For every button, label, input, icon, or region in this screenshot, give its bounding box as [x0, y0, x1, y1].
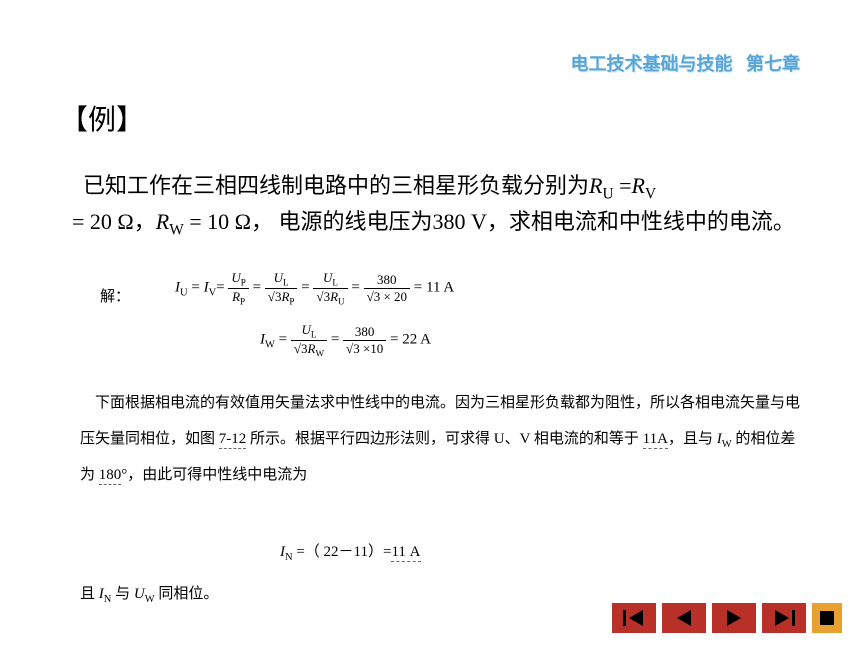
con-uw-sub: W	[145, 594, 155, 605]
f1-frac1: UP RP	[228, 270, 248, 306]
problem-statement: 已知工作在三相四线制电路中的三相星形负载分别为RU =RV = 20 Ω，RW …	[72, 170, 810, 241]
example-label: 【例】	[60, 98, 144, 138]
eq1: =	[614, 173, 632, 198]
nav-controls	[612, 603, 842, 633]
var-ru-sub: U	[602, 185, 613, 202]
nav-first-button[interactable]	[612, 603, 656, 633]
con-pre: 且	[80, 586, 99, 602]
f1-eq: =	[216, 280, 228, 296]
problem-text-1: 已知工作在三相四线制电路中的三相星形负载分别为	[83, 173, 589, 198]
explanation-text: 下面根据相电流的有效值用矢量法求中性线中的电流。因为三相星形负载都为阻性，所以各…	[80, 385, 800, 493]
f2-result: = 22 A	[390, 332, 431, 348]
exp-iw-sub: W	[722, 439, 732, 450]
chapter-name: 第七章	[746, 54, 800, 74]
exp-mid: 所示。根据平行四边形法则，可求得 U、V 相电流的和等于	[246, 431, 642, 447]
var-rv: R	[632, 173, 645, 198]
formula-phase-current-w: IW = UL √3RW = 380 √3 ×10 = 22 A	[260, 322, 431, 358]
exp-end: ，由此可得中性线中电流为	[127, 467, 307, 483]
problem-rw-val: = 10 Ω， 电源的线电压为380 V，求相电流和中性线中的电流。	[184, 209, 795, 234]
solution-label: 解：	[100, 285, 130, 306]
fig-ref: 7-12	[219, 431, 247, 449]
course-name: 电工技术基础与技能	[571, 54, 733, 74]
f1-frac4: 380 √3 × 20	[364, 272, 410, 305]
f3-result: 11 A	[391, 544, 420, 562]
nav-last-button[interactable]	[762, 603, 806, 633]
f3-expr: =（ 22－11）=	[293, 544, 392, 560]
con-uw: U	[134, 586, 145, 602]
val-11a: 11A	[643, 431, 668, 449]
f1-result: = 11 A	[414, 280, 454, 296]
f1-frac3: UL √3RU	[313, 270, 347, 306]
f2-frac1: UL √3RW	[291, 322, 327, 358]
deg-val: 180	[99, 467, 122, 483]
conclusion-text: 且 IN 与 UW 同相位。	[80, 582, 218, 605]
f2-frac2: 380 √3 ×10	[343, 324, 386, 357]
exp-mid2: ，且与	[668, 431, 717, 447]
formula-phase-current-uv: IU = IV= UP RP = UL √3RP = UL √3RU = 380…	[175, 270, 454, 306]
nav-prev-button[interactable]	[662, 603, 706, 633]
nav-stop-button[interactable]	[812, 603, 842, 633]
var-rw-sub: W	[169, 221, 184, 238]
formula-neutral-current: IN =（ 22－11）=11 A	[280, 540, 421, 563]
var-ru: R	[589, 173, 602, 198]
f2-i-sub: W	[265, 340, 275, 351]
f3-i-sub: N	[285, 552, 293, 563]
f1-frac2: UL √3RP	[265, 270, 298, 306]
con-mid: 与	[111, 586, 134, 602]
problem-line2: = 20 Ω，	[72, 209, 156, 234]
nav-next-button[interactable]	[712, 603, 756, 633]
con-end: 同相位。	[155, 586, 219, 602]
var-rw: R	[156, 209, 169, 234]
var-rv-sub: V	[645, 185, 656, 202]
slide-header: 电工技术基础与技能 第七章	[571, 50, 801, 76]
f1-mid: =	[188, 280, 204, 296]
f2-eq: =	[275, 332, 291, 348]
f1-i1-sub: U	[180, 288, 188, 299]
stop-icon	[820, 611, 834, 625]
